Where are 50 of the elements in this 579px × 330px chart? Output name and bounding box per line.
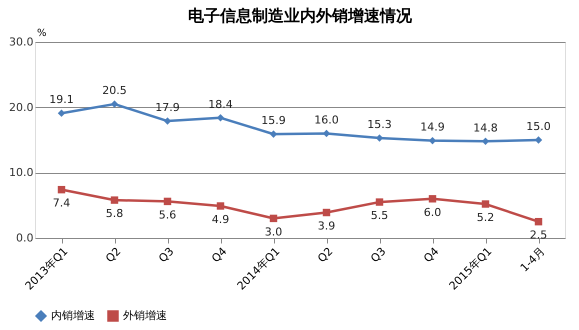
data-label: 5.8 xyxy=(106,207,124,220)
data-label: 20.5 xyxy=(102,84,127,98)
y-axis-title: % xyxy=(37,28,47,39)
x-tick-label: Q2 xyxy=(315,244,336,266)
point xyxy=(164,117,172,125)
data-label: 14.9 xyxy=(420,120,445,134)
data-label: 16.0 xyxy=(314,113,339,126)
point xyxy=(58,186,66,194)
data-label: 18.4 xyxy=(208,98,233,111)
x-tick-label: Q3 xyxy=(368,244,388,266)
data-label: 3.0 xyxy=(264,225,282,238)
point xyxy=(428,136,436,144)
y-tick-label: 0.0 xyxy=(16,232,34,244)
x-tick-label: 1-4月 xyxy=(518,244,548,274)
data-label: 4.9 xyxy=(212,212,230,226)
data-label: 19.1 xyxy=(49,93,74,106)
point xyxy=(110,196,118,204)
data-label: 3.9 xyxy=(318,220,336,233)
legend-label: 外销增速 xyxy=(123,309,167,322)
data-label: 6.0 xyxy=(424,206,442,219)
x-tick-label: Q3 xyxy=(156,244,176,266)
y-tick-label: 20.0 xyxy=(9,100,34,114)
data-label: 14.8 xyxy=(473,121,498,134)
point xyxy=(270,214,278,222)
data-label: 2.5 xyxy=(530,228,548,242)
point xyxy=(164,198,172,206)
point xyxy=(376,134,384,142)
point xyxy=(534,218,542,226)
point xyxy=(534,136,542,144)
point xyxy=(482,138,490,146)
data-label: 5.6 xyxy=(158,208,176,222)
y-tick-label: 10.0 xyxy=(9,166,34,180)
data-label: 15.0 xyxy=(526,120,551,133)
y-tick-label: 30.0 xyxy=(9,36,34,48)
data-label: 15.9 xyxy=(261,114,286,128)
data-label: 5.2 xyxy=(476,211,494,224)
data-label: 17.9 xyxy=(155,101,180,114)
point xyxy=(428,195,436,203)
legend-label: 内销增速 xyxy=(51,309,95,322)
x-tick-label: Q2 xyxy=(103,244,124,266)
data-label: 15.3 xyxy=(367,118,392,132)
chart-title: 电子信息制造业内外销增速情况 xyxy=(188,6,413,25)
x-tick-label: Q4 xyxy=(209,244,230,266)
point xyxy=(110,100,118,108)
data-label: 7.4 xyxy=(52,196,70,210)
point xyxy=(322,130,330,138)
x-tick-label: Q4 xyxy=(421,244,442,266)
point xyxy=(270,130,278,138)
data-label: 5.5 xyxy=(370,209,388,222)
point xyxy=(376,198,384,206)
